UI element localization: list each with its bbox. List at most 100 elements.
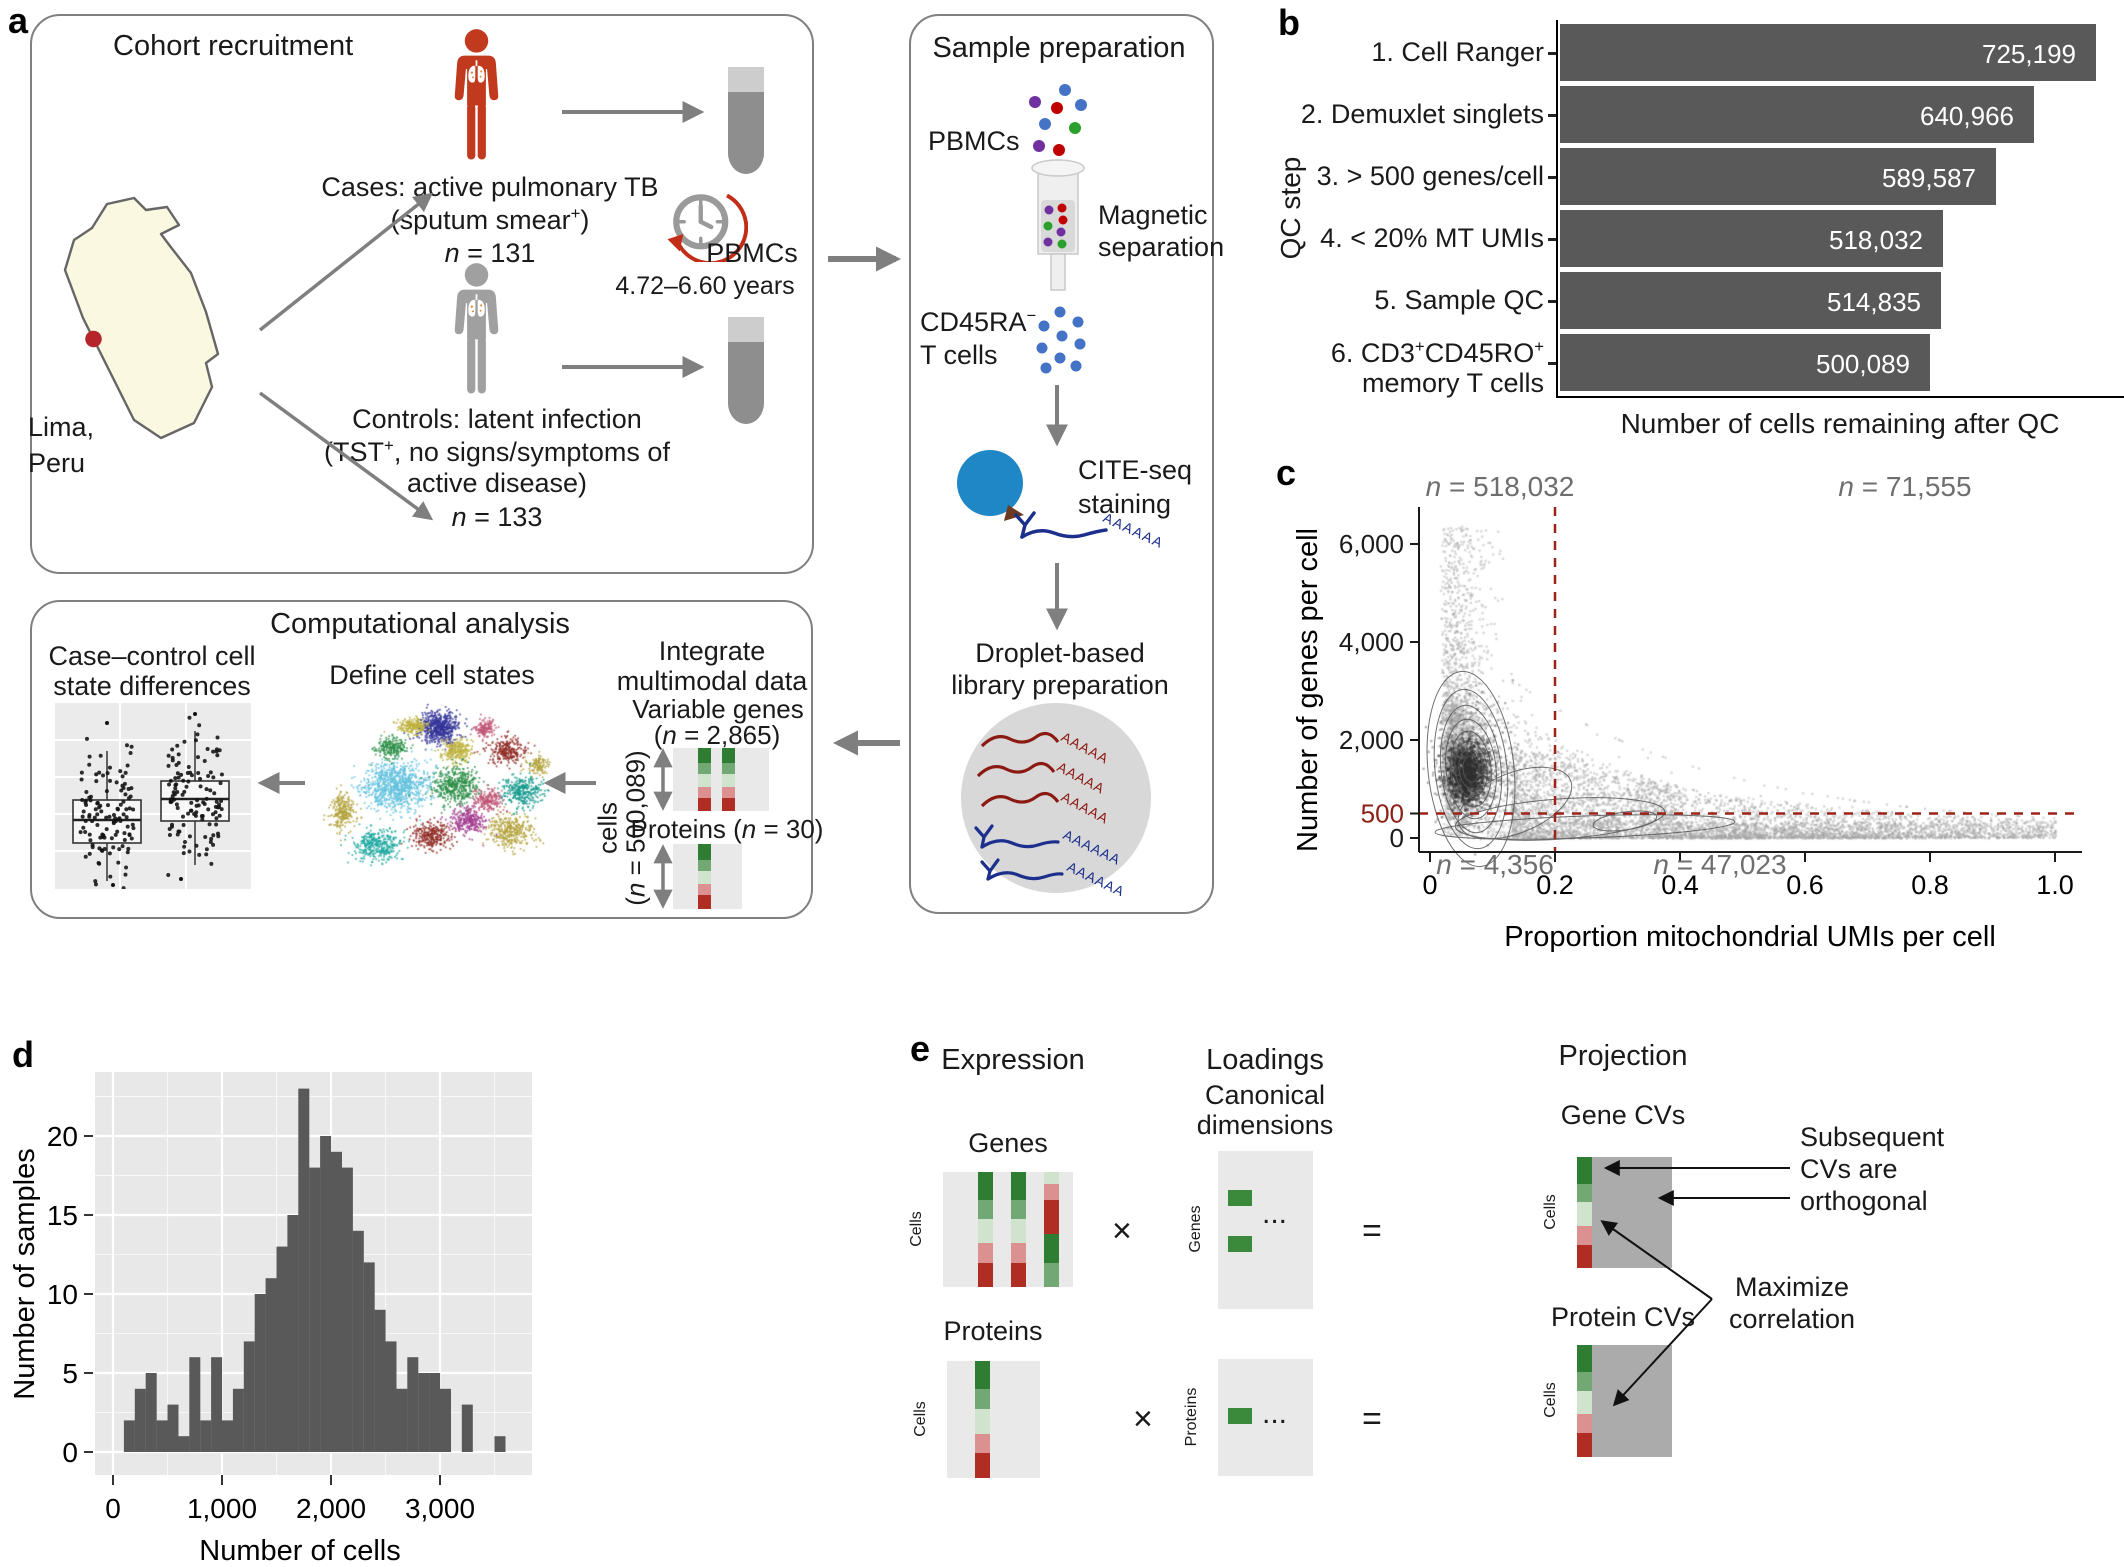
jitter-point [115,806,120,811]
jitter-point [182,844,187,849]
hist-bar [243,1341,255,1452]
jitter-point [97,770,102,775]
cases-n: n = 131 [444,238,536,268]
jitter-point [193,738,198,743]
c-x-tick-label: 0 [1422,870,1437,900]
jitter-point [184,784,189,789]
loading-block [1228,1190,1252,1206]
jitter-point [170,747,175,752]
heat-cell [1011,1219,1026,1244]
c-x-tick-label: 0.6 [1786,870,1824,900]
define-cell-states-label: Define cell states [329,660,535,690]
heat-cell [1044,1262,1059,1287]
times-operator: × [1112,1212,1132,1250]
jitter-point [172,797,177,802]
c-y-tick-label: 0 [1390,823,1404,853]
jitter-point [186,811,191,816]
jitter-point [129,836,134,841]
heat-cell [1577,1157,1592,1184]
proteins-matrix-thumb [673,844,742,909]
jitter-point [196,771,201,776]
count-lower-right: n = 47,023 [1653,849,1786,880]
subsequent-line1: Subsequent [1800,1122,1945,1152]
hist-bar [178,1436,190,1452]
jitter-point [107,814,112,819]
heat-cell [1044,1234,1059,1263]
hist-bar [341,1167,353,1452]
jitter-point [200,817,205,822]
jitter-point [122,837,127,842]
jitter-point [107,765,112,770]
jitter-point [108,778,113,783]
heat-cell [1044,1183,1059,1200]
hist-bar [461,1404,473,1452]
jitter-point [129,786,134,791]
heat-cell [1577,1202,1592,1226]
qc-axis-tick [1548,175,1556,179]
qc-step-label: 1. Cell Ranger [1371,36,1544,67]
gene-loadings-matrix: ... [1218,1151,1313,1309]
hist-bar [232,1388,244,1452]
hist-bar [407,1357,419,1452]
proteins-expression-matrix [947,1361,1040,1478]
jitter-point [209,861,214,866]
heat-cell [1577,1183,1592,1203]
jitter-point [219,807,224,812]
d-xlabel: Number of cells [199,1535,400,1567]
jitter-point [111,813,116,818]
heat-cell [978,1219,993,1244]
jitter-point [87,762,92,767]
integrate-line2: multimodal data [616,666,808,696]
jitter-point [195,798,200,803]
heat-cell [1011,1262,1026,1287]
pbmc-tube-icon [728,67,764,174]
loadings-header: Loadings [1206,1044,1324,1076]
jitter-point [116,860,121,865]
qc-bar-value: 518,032 [1829,225,1923,255]
qc-step-label: 5. Sample QC [1374,284,1544,315]
jitter-point [94,772,99,777]
lungs-icon [468,60,485,83]
jitter-point [126,846,131,851]
hist-bar [418,1373,430,1452]
pbmcs-label: PBMCs [706,238,798,268]
heat-cell [1577,1433,1592,1457]
jitter-point [187,715,192,720]
qc-step-label: 6. CD3+CD45RO+ memory T cells [1330,336,1544,398]
jitter-point [111,819,116,824]
jitter-point [105,803,110,808]
heat-cell [975,1408,990,1434]
jitter-point [187,834,192,839]
cases-label-line2: (sputum smear+) [390,204,590,235]
hist-bar [254,1294,266,1452]
jitter-point [87,812,92,817]
jitter-point [175,806,180,811]
hist-bar [156,1420,168,1452]
d-y-tick-label: 20 [47,1121,78,1152]
hist-bar [385,1341,397,1452]
jitter-point [168,778,173,783]
jitter-point [80,814,85,819]
maximize-line1: Maximize [1734,1272,1850,1302]
jitter-point [170,794,175,799]
sample-prep-title: Sample preparation [932,32,1186,64]
jitter-point [92,815,97,820]
jitter-point [203,835,208,840]
jitter-point [115,829,120,834]
clock-icon [667,193,748,262]
jitter-point [204,852,209,857]
jitter-point [93,882,98,887]
hist-bar [134,1388,146,1452]
hist-bar [352,1230,364,1452]
jitter-point [167,833,172,838]
jitter-point [175,771,180,776]
jitter-point [97,805,102,810]
hist-bar [211,1357,223,1452]
genes-matrix-thumb [673,748,769,811]
jitter-point [213,810,218,815]
jitter-point [181,778,186,783]
jitter-point [123,872,128,877]
heat-cell [722,787,735,798]
jitter-point [215,735,220,740]
